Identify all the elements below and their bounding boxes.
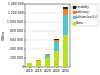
- Bar: [54, 39, 59, 40]
- Bar: [36, 60, 41, 61]
- Bar: [45, 55, 50, 58]
- Bar: [45, 58, 50, 67]
- Bar: [54, 40, 59, 42]
- Bar: [63, 35, 68, 67]
- Y-axis label: GWh/a: GWh/a: [2, 30, 6, 40]
- Bar: [63, 15, 68, 35]
- Bar: [54, 51, 59, 67]
- Bar: [36, 61, 41, 67]
- Bar: [54, 42, 59, 51]
- Bar: [45, 54, 50, 55]
- Bar: [28, 63, 32, 67]
- Bar: [63, 7, 68, 9]
- Legend: e-mobility, stationary, Lithium-Ion (Li), China: e-mobility, stationary, Lithium-Ion (Li)…: [72, 4, 98, 26]
- Bar: [63, 9, 68, 15]
